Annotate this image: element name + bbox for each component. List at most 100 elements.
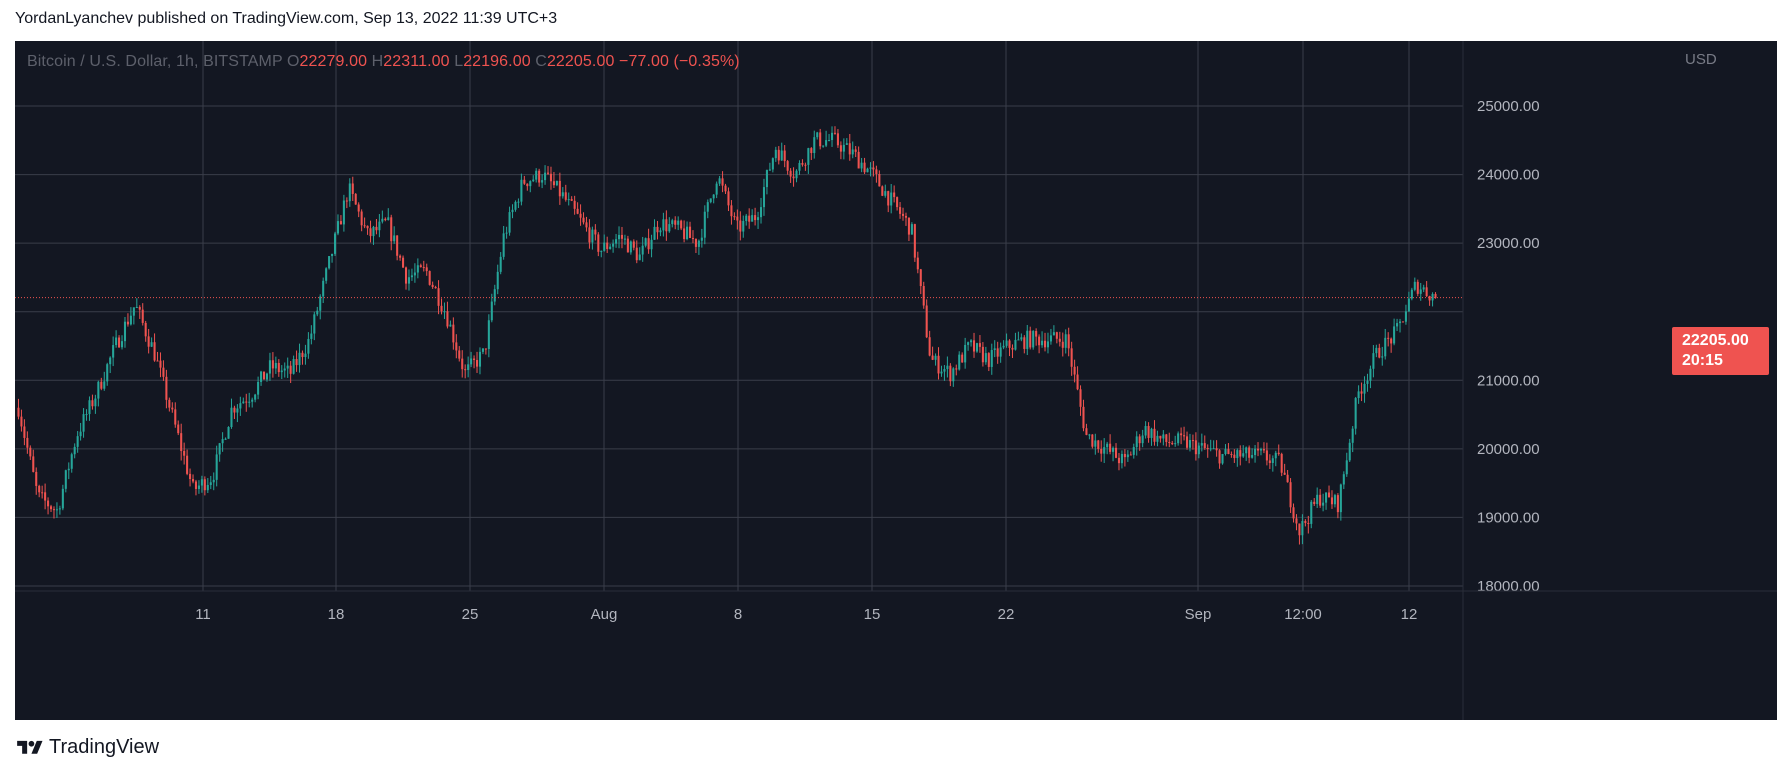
- candle-body: [872, 167, 875, 170]
- candle-body: [129, 315, 132, 325]
- candle-body: [600, 250, 603, 252]
- candle-body: [1325, 492, 1328, 503]
- candle-body: [446, 311, 449, 327]
- candle-body: [295, 359, 298, 366]
- candle-body: [526, 183, 529, 187]
- candle-body: [79, 431, 82, 437]
- open-label: O: [286, 53, 300, 70]
- candle-body: [774, 149, 777, 159]
- candle-body: [156, 360, 159, 362]
- candle-body: [1375, 347, 1378, 354]
- candle-body: [41, 492, 44, 494]
- candle-body: [792, 176, 795, 179]
- candle-body: [1262, 449, 1265, 451]
- candle-body: [1085, 428, 1088, 435]
- candle-body: [458, 350, 461, 359]
- candle-body: [1076, 374, 1079, 390]
- low-label: L: [454, 53, 464, 70]
- candle-body: [67, 468, 70, 471]
- candle-body: [946, 365, 949, 370]
- candle-body: [1366, 380, 1369, 384]
- candle-body: [816, 132, 819, 138]
- candle-body: [52, 509, 56, 511]
- close-value: 22205.00: [546, 53, 615, 70]
- candle-body: [372, 226, 375, 237]
- candle-body: [1043, 340, 1047, 348]
- x-tick-label: 15: [864, 606, 881, 623]
- candle-body: [972, 340, 976, 352]
- candle-body: [730, 205, 733, 217]
- candle-body: [1393, 326, 1396, 344]
- candle-body: [1245, 447, 1248, 454]
- candle-body: [502, 233, 505, 257]
- candle-body: [227, 427, 230, 439]
- tradingview-logo[interactable]: TradingView: [15, 736, 159, 759]
- candle-body: [1020, 337, 1023, 340]
- candle-body: [913, 224, 916, 258]
- candle-body: [473, 358, 476, 360]
- candle-body: [1005, 340, 1008, 346]
- chart-panel[interactable]: 25000.00 24000.00 23000.00 21000.00 20000.00…: [15, 41, 1777, 720]
- candle-body: [552, 181, 555, 186]
- candle-body: [138, 307, 141, 310]
- candle-body: [1061, 341, 1064, 348]
- candle-body: [603, 242, 606, 251]
- candle-body: [493, 289, 496, 302]
- x-tick-label: 22: [998, 606, 1015, 623]
- candle-body: [1413, 281, 1416, 290]
- candle-body: [147, 336, 150, 347]
- candle-body: [215, 454, 218, 480]
- candle-body: [940, 371, 943, 374]
- candle-body: [567, 199, 570, 201]
- candle-body: [1425, 287, 1428, 297]
- candle-body: [937, 355, 940, 374]
- candle-body: [186, 455, 189, 474]
- candle-body: [1159, 435, 1162, 439]
- candle-body: [1129, 454, 1132, 456]
- candle-body: [807, 148, 810, 165]
- candle-body: [82, 414, 85, 432]
- candle-body: [1147, 426, 1150, 438]
- candle-body: [739, 220, 742, 232]
- candle-body: [76, 436, 79, 447]
- candle-body: [591, 229, 594, 243]
- candle-body: [993, 348, 996, 351]
- candle-body: [830, 132, 834, 141]
- candle-body: [1203, 443, 1206, 448]
- x-tick-label: 12:00: [1284, 606, 1322, 623]
- candle-body: [1103, 447, 1106, 454]
- candle-body: [1174, 443, 1177, 445]
- candlestick-chart[interactable]: 25000.00 24000.00 23000.00 21000.00 20000.00…: [15, 41, 1777, 720]
- currency-label: USD: [1685, 51, 1717, 68]
- candle-body: [1230, 454, 1233, 456]
- candle-body: [691, 237, 695, 239]
- candle-body: [1271, 458, 1274, 463]
- candle-body: [1390, 338, 1393, 344]
- candle-body: [928, 337, 931, 356]
- candle-body: [345, 200, 348, 202]
- candle-body: [671, 220, 674, 225]
- x-tick-label: 25: [462, 606, 479, 623]
- candle-body: [464, 369, 467, 371]
- y-tick-label: 18000.00: [1477, 578, 1540, 595]
- candle-body: [1410, 289, 1413, 299]
- candle-body: [73, 446, 76, 455]
- candle-body: [1120, 453, 1123, 464]
- candle-body: [381, 218, 384, 222]
- candle-body: [1330, 497, 1334, 505]
- candle-body: [23, 426, 26, 438]
- candle-body: [656, 226, 659, 233]
- candle-body: [455, 342, 458, 351]
- candle-body: [514, 201, 517, 210]
- candle-body: [511, 209, 514, 213]
- candle-body: [585, 222, 588, 228]
- candle-body: [1109, 443, 1112, 452]
- candle-body: [180, 433, 183, 451]
- candle-body: [328, 256, 331, 269]
- candle-body: [1298, 523, 1301, 536]
- candle-body: [505, 232, 508, 234]
- candle-body: [1265, 450, 1268, 461]
- candle-body: [839, 145, 842, 152]
- candle-body: [1307, 522, 1310, 524]
- candle-body: [428, 271, 431, 285]
